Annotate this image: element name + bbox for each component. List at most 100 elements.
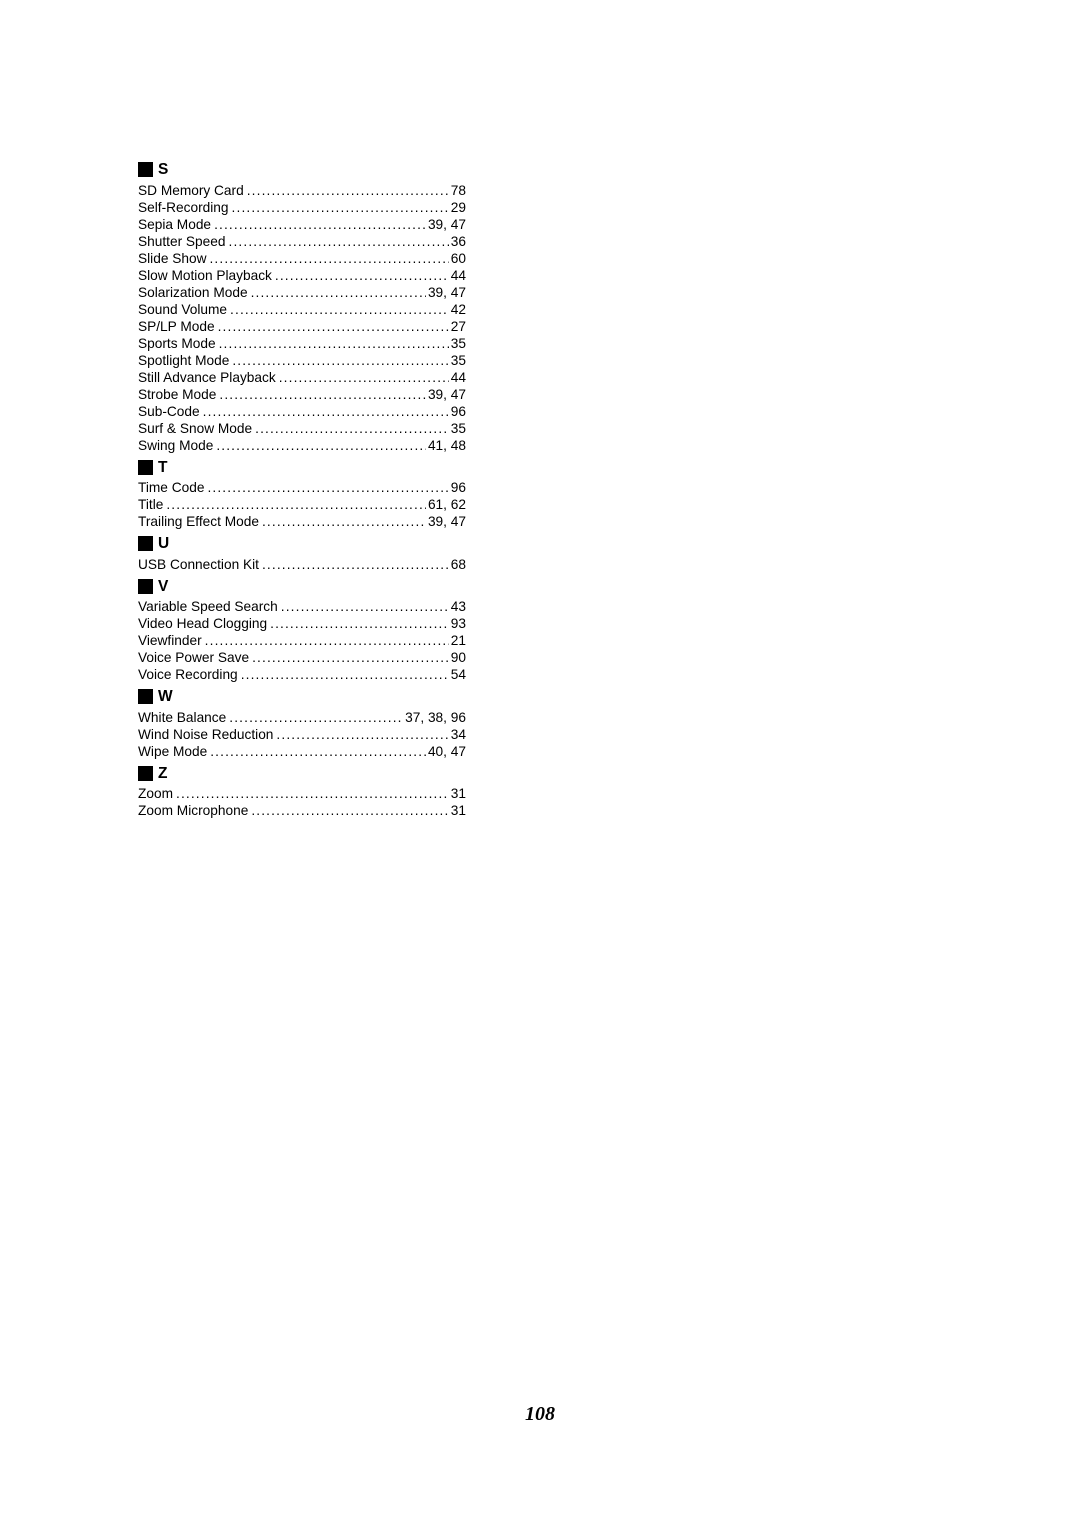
index-entry: Swing Mode..............................…	[138, 437, 466, 454]
index-entry: Spotlight Mode..........................…	[138, 352, 466, 369]
index-pages: 35	[451, 420, 466, 437]
index-pages: 35	[451, 335, 466, 352]
index-entry: Slide Show..............................…	[138, 250, 466, 267]
index-pages: 35	[451, 352, 466, 369]
index-pages: 54	[451, 666, 466, 683]
dot-leader: ........................................…	[229, 709, 403, 726]
dot-leader: ........................................…	[216, 437, 426, 454]
dot-leader: ........................................…	[281, 598, 449, 615]
index-entry: Still Advance Playback..................…	[138, 369, 466, 386]
dot-leader: ........................................…	[219, 386, 426, 403]
index-entry: Sports Mode.............................…	[138, 335, 466, 352]
dot-leader: ........................................…	[270, 615, 449, 632]
square-icon	[138, 579, 153, 594]
index-term: Sports Mode	[138, 335, 216, 352]
index-entry: USB Connection Kit......................…	[138, 556, 466, 573]
index-pages: 44	[451, 369, 466, 386]
dot-leader: ........................................…	[207, 479, 448, 496]
index-entry: Viewfinder..............................…	[138, 632, 466, 649]
square-icon	[138, 766, 153, 781]
dot-leader: ........................................…	[219, 335, 449, 352]
index-entry: SP/LP Mode..............................…	[138, 318, 466, 335]
dot-leader: ........................................…	[241, 666, 449, 683]
index-pages: 90	[451, 649, 466, 666]
index-pages: 44	[451, 267, 466, 284]
index-term: Sepia Mode	[138, 216, 211, 233]
index-pages: 31	[451, 802, 466, 819]
index-entry: Surf & Snow Mode........................…	[138, 420, 466, 437]
index-term: Solarization Mode	[138, 284, 248, 301]
index-entry: Zoom....................................…	[138, 785, 466, 802]
section-header-w: W	[138, 689, 466, 705]
index-term: Time Code	[138, 479, 204, 496]
index-term: Title	[138, 496, 163, 513]
index-entry: Shutter Speed...........................…	[138, 233, 466, 250]
dot-leader: ........................................…	[232, 352, 448, 369]
index-entry: Variable Speed Search...................…	[138, 598, 466, 615]
dot-leader: ........................................…	[166, 496, 426, 513]
index-entry: Solarization Mode.......................…	[138, 284, 466, 301]
index-pages: 27	[451, 318, 466, 335]
index-pages: 39, 47	[428, 513, 466, 530]
dot-leader: ........................................…	[251, 802, 448, 819]
section-letter: S	[158, 162, 168, 178]
dot-leader: ........................................…	[209, 250, 448, 267]
index-pages: 41, 48	[428, 437, 466, 454]
index-term: Spotlight Mode	[138, 352, 229, 369]
index-pages: 42	[451, 301, 466, 318]
index-term: Variable Speed Search	[138, 598, 278, 615]
index-entry: Wind Noise Reduction....................…	[138, 726, 466, 743]
index-entry: Voice Recording.........................…	[138, 666, 466, 683]
index-pages: 36	[451, 233, 466, 250]
index-entry: Title...................................…	[138, 496, 466, 513]
dot-leader: ........................................…	[251, 284, 426, 301]
index-term: Surf & Snow Mode	[138, 420, 252, 437]
square-icon	[138, 536, 153, 551]
index-pages: 60	[451, 250, 466, 267]
dot-leader: ........................................…	[262, 556, 449, 573]
index-entry: Sub-Code................................…	[138, 403, 466, 420]
index-pages: 43	[451, 598, 466, 615]
section-header-z: Z	[138, 766, 466, 782]
index-entry: Time Code...............................…	[138, 479, 466, 496]
index-pages: 21	[451, 632, 466, 649]
dot-leader: ........................................…	[262, 513, 426, 530]
index-entry: Wipe Mode...............................…	[138, 743, 466, 760]
index-entry: Strobe Mode.............................…	[138, 386, 466, 403]
dot-leader: ........................................…	[279, 369, 449, 386]
dot-leader: ........................................…	[276, 726, 448, 743]
section-letter: U	[158, 536, 169, 552]
section-letter: T	[158, 460, 167, 476]
index-entry: Video Head Clogging.....................…	[138, 615, 466, 632]
dot-leader: ........................................…	[176, 785, 449, 802]
index-entry: Voice Power Save........................…	[138, 649, 466, 666]
section-letter: W	[158, 689, 173, 705]
section-header-u: U	[138, 536, 466, 552]
dot-leader: ........................................…	[205, 632, 449, 649]
index-term: Sound Volume	[138, 301, 227, 318]
index-entry: White Balance...........................…	[138, 709, 466, 726]
index-pages: 34	[451, 726, 466, 743]
index-term: Self-Recording	[138, 199, 229, 216]
section-header-t: T	[138, 460, 466, 476]
dot-leader: ........................................…	[214, 216, 426, 233]
index-term: Viewfinder	[138, 632, 202, 649]
dot-leader: ........................................…	[229, 233, 449, 250]
index-entry: Self-Recording..........................…	[138, 199, 466, 216]
square-icon	[138, 460, 153, 475]
dot-leader: ........................................…	[218, 318, 449, 335]
page-number: 108	[0, 1403, 1080, 1426]
section-header-v: V	[138, 579, 466, 595]
index-term: Trailing Effect Mode	[138, 513, 259, 530]
index-entry: Sepia Mode..............................…	[138, 216, 466, 233]
index-pages: 68	[451, 556, 466, 573]
index-term: Strobe Mode	[138, 386, 216, 403]
index-term: Video Head Clogging	[138, 615, 267, 632]
index-entry: Trailing Effect Mode....................…	[138, 513, 466, 530]
dot-leader: ........................................…	[210, 743, 426, 760]
index-pages: 39, 47	[428, 216, 466, 233]
dot-leader: ........................................…	[203, 403, 449, 420]
section-header-s: S	[138, 162, 466, 178]
index-pages: 37, 38, 96	[405, 709, 466, 726]
index-pages: 96	[451, 403, 466, 420]
